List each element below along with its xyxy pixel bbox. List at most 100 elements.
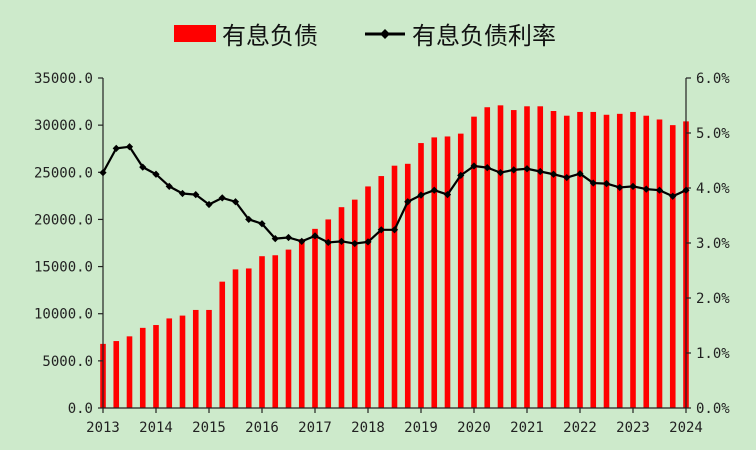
bar-20: [365, 186, 371, 408]
bar-25: [431, 137, 438, 408]
bar-39: [616, 113, 623, 408]
rate-point-6: [178, 189, 187, 198]
rate-point-41: [642, 185, 650, 193]
rate-point-1: [112, 144, 120, 152]
bar-8: [206, 309, 212, 408]
x-tick-label: 2023: [616, 420, 650, 436]
rate-point-39: [616, 183, 624, 192]
bar-18: [338, 207, 345, 408]
bar-1: [113, 341, 120, 408]
bar-12: [259, 256, 265, 408]
bar-43: [669, 125, 676, 408]
rate-point-20: [364, 238, 372, 246]
bar-2: [126, 336, 133, 408]
rate-point-21: [377, 226, 385, 234]
bar-34: [550, 111, 557, 408]
bar-17: [325, 219, 332, 408]
rate-point-40: [629, 182, 637, 190]
x-tick-label: 2017: [298, 420, 332, 436]
rate-point-24: [417, 191, 425, 199]
bar-42: [656, 119, 663, 409]
rate-point-31: [510, 166, 518, 174]
right-tick-label: 5.0%: [696, 126, 730, 142]
bar-13: [272, 255, 279, 408]
rate-point-17: [324, 238, 332, 247]
bar-11: [245, 268, 252, 408]
rate-point-22: [390, 226, 399, 234]
rate-point-30: [496, 169, 505, 177]
bar-27: [457, 133, 464, 408]
bar-23: [404, 163, 411, 408]
rate-point-36: [576, 170, 584, 178]
x-tick-label: 2013: [86, 420, 120, 436]
bar-9: [219, 281, 226, 408]
rate-point-42: [655, 186, 664, 194]
rate-point-7: [192, 191, 200, 199]
bar-15: [298, 239, 305, 408]
bar-19: [351, 199, 358, 408]
rate-point-32: [523, 165, 531, 173]
rate-point-3: [139, 163, 147, 171]
left-tick-label: 30000.0: [34, 118, 93, 134]
legend-label-rate: 有息负债利率: [412, 22, 556, 50]
left-tick-label: 5000.0: [42, 354, 93, 370]
left-tick-label: 35000.0: [34, 71, 93, 87]
bar-6: [179, 315, 186, 408]
right-tick-label: 0.0%: [696, 401, 730, 417]
left-tick-label: 0.0: [68, 401, 93, 417]
rate-point-10: [231, 198, 240, 206]
rate-point-28: [470, 162, 478, 170]
bar-16: [312, 228, 318, 408]
rate-point-0: [99, 169, 107, 177]
rate-point-4: [152, 170, 160, 178]
bar-31: [510, 110, 517, 408]
rate-point-19: [351, 239, 359, 248]
right-tick-label: 6.0%: [696, 71, 730, 87]
rate-point-13: [271, 235, 279, 243]
bar-21: [378, 176, 385, 408]
rate-point-11: [245, 215, 253, 223]
rate-point-12: [258, 220, 266, 228]
x-tick-label: 2018: [351, 420, 385, 436]
right-tick-label: 4.0%: [696, 181, 730, 197]
x-tick-label: 2014: [139, 420, 173, 436]
left-tick-label: 10000.0: [34, 307, 93, 323]
bar-5: [166, 318, 173, 408]
rate-point-37: [589, 179, 597, 187]
left-tick-label: 20000.0: [34, 212, 93, 228]
rate-point-44: [682, 186, 690, 194]
left-tick-label: 15000.0: [34, 260, 93, 276]
right-tick-label: 3.0%: [696, 236, 730, 252]
rate-point-29: [483, 164, 491, 172]
rate-point-35: [563, 173, 571, 182]
bar-29: [484, 107, 491, 408]
rate-point-26: [443, 191, 452, 199]
axes: [98, 77, 691, 413]
bar-32: [524, 106, 530, 408]
bar-26: [444, 136, 451, 408]
rate-point-18: [337, 237, 346, 245]
bar-4: [153, 325, 159, 408]
left-tick-label: 25000.0: [34, 165, 93, 181]
bar-35: [563, 115, 570, 409]
legend-marker-diamond: [380, 29, 390, 39]
bar-series: [100, 105, 689, 409]
rate-point-43: [669, 192, 677, 200]
x-tick-label: 2019: [404, 420, 438, 436]
bar-10: [232, 269, 239, 408]
line-series: [99, 143, 690, 248]
rate-point-15: [298, 237, 306, 245]
bar-14: [285, 249, 292, 408]
legend: 有息负债 有息负债利率: [174, 22, 556, 50]
x-tick-label: 2015: [192, 420, 226, 436]
bar-3: [139, 327, 146, 408]
bar-7: [192, 309, 199, 408]
rate-point-8: [205, 200, 213, 209]
bar-33: [537, 106, 544, 408]
x-tick-label: 2016: [245, 420, 279, 436]
rate-point-23: [404, 198, 412, 206]
rate-point-34: [549, 170, 558, 178]
x-tick-label: 2022: [563, 420, 597, 436]
